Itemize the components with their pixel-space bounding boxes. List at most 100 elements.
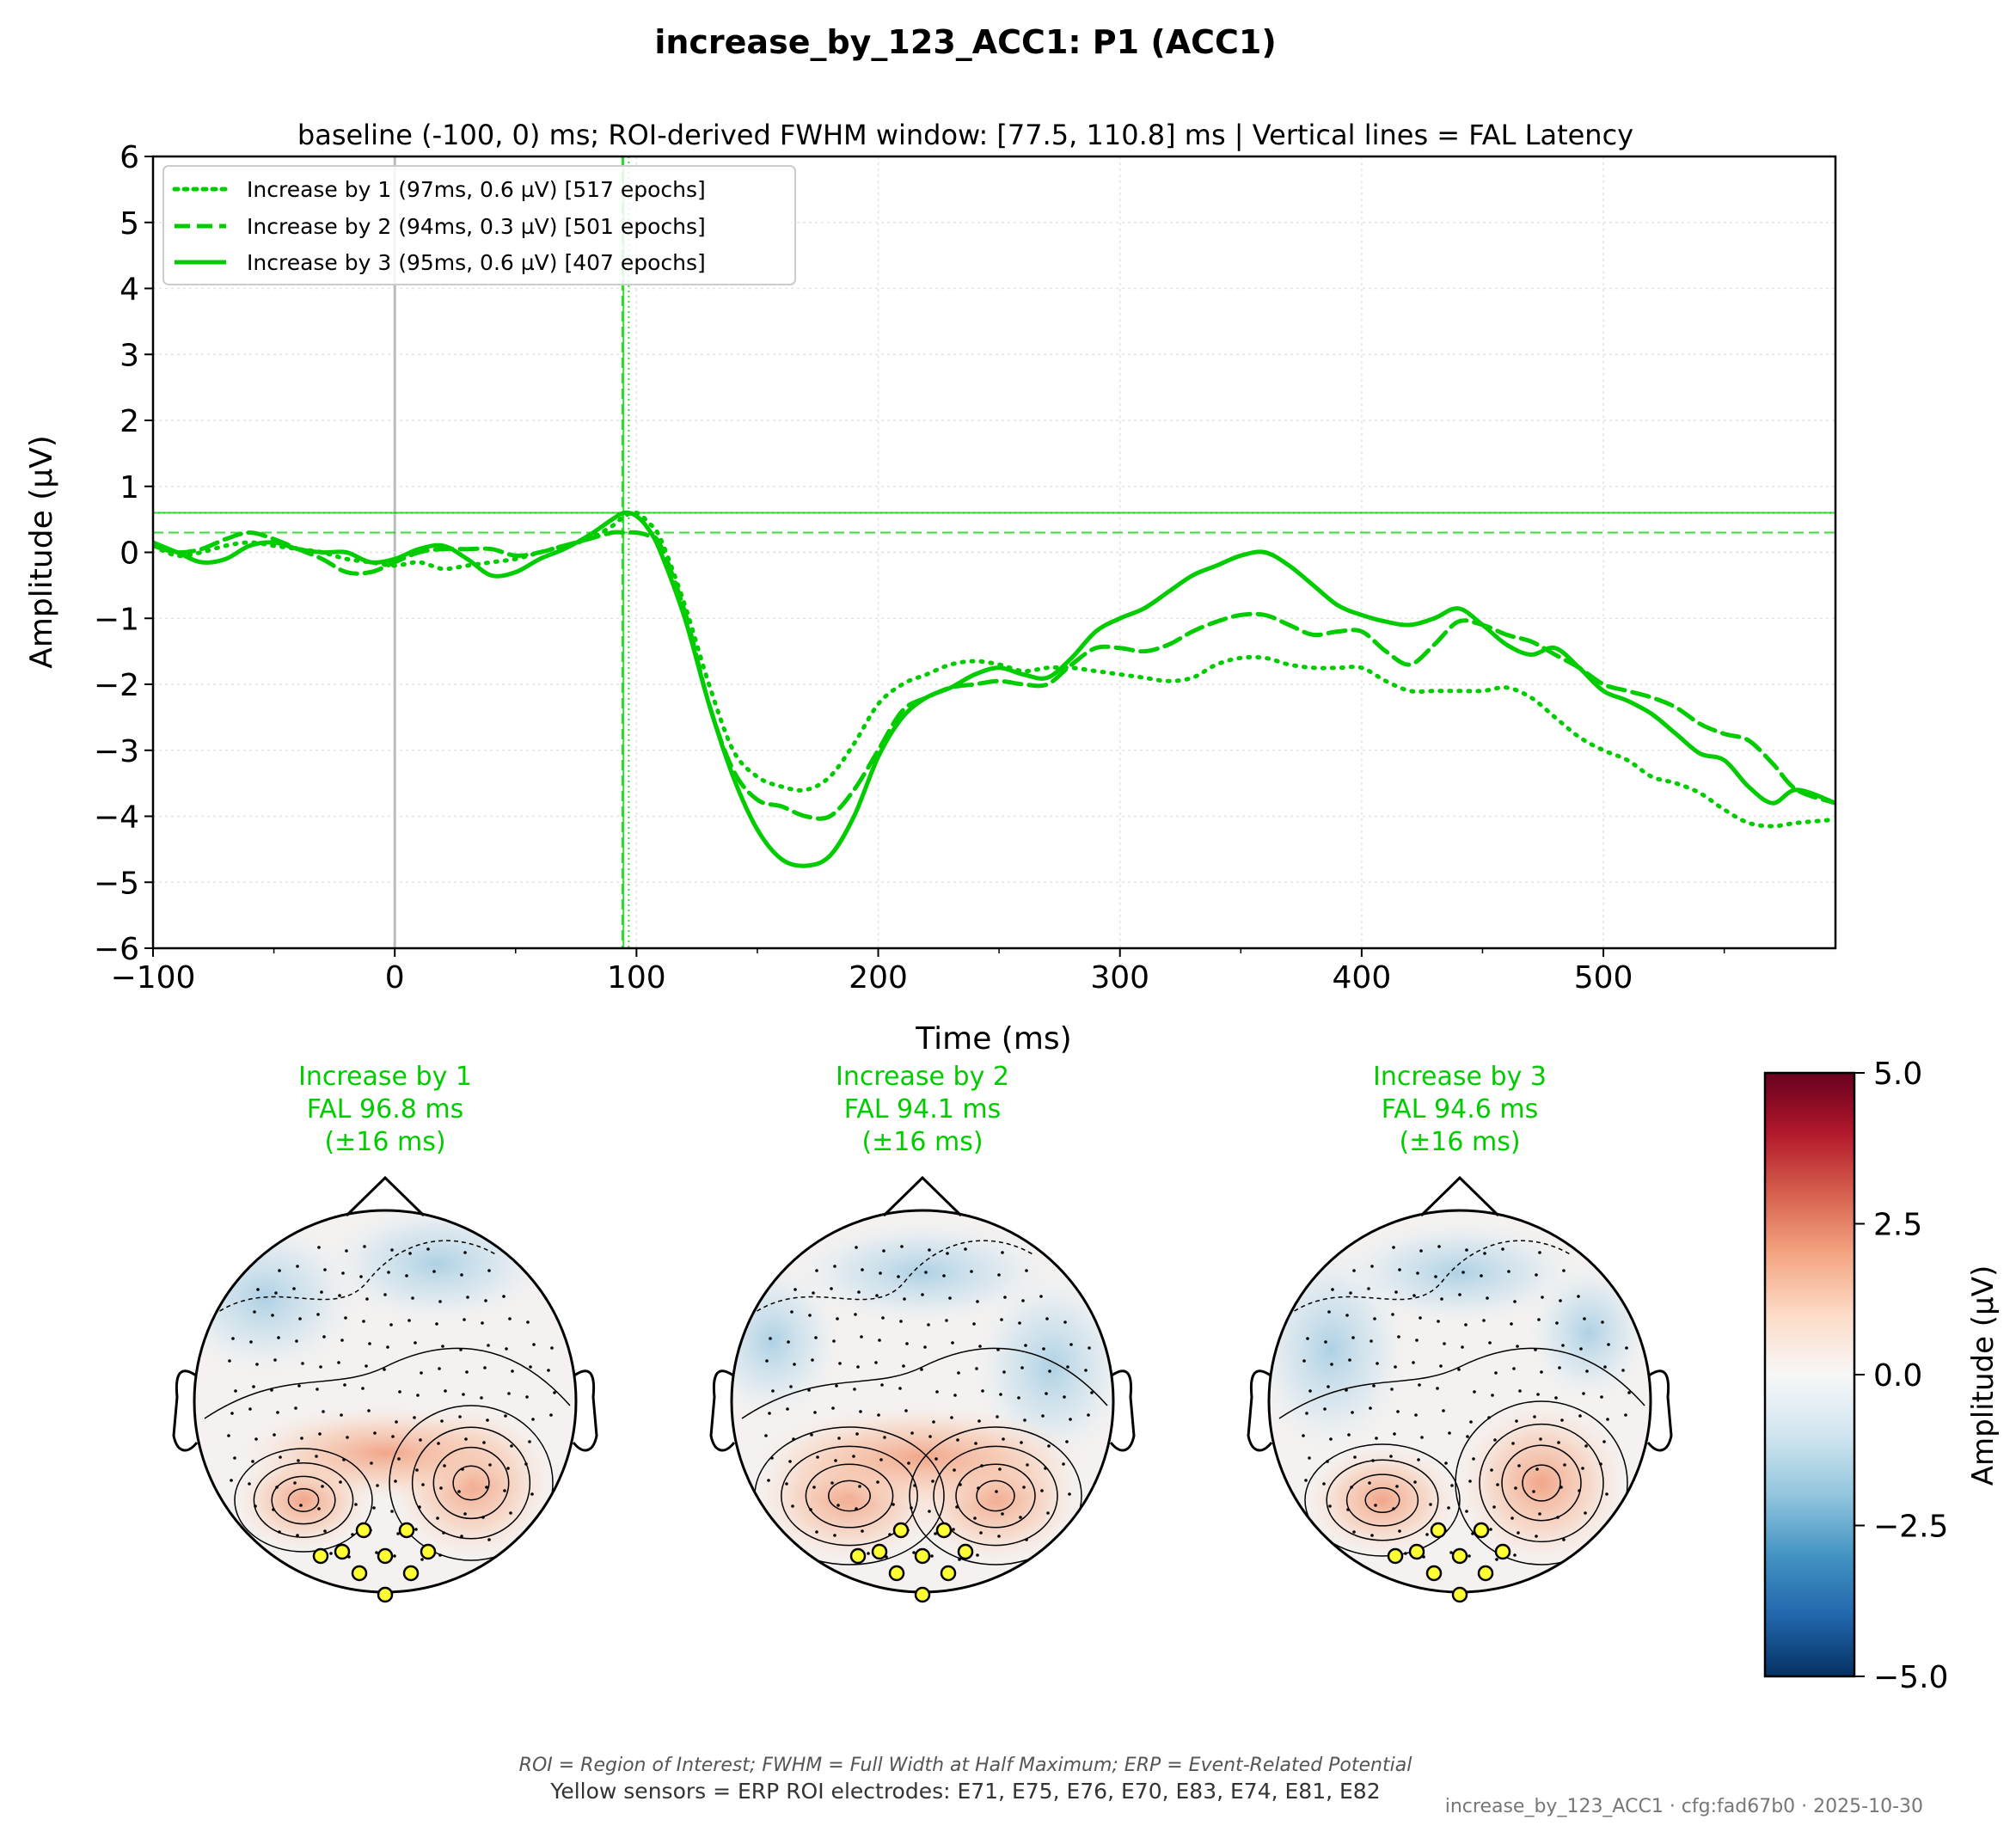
roi-electrode-marker: [377, 1586, 394, 1603]
sensor-dot: [398, 1390, 401, 1394]
sensor-dot: [928, 1248, 931, 1252]
sensor-dot: [390, 1510, 394, 1513]
sensor-dot: [1392, 1246, 1395, 1249]
sensor-dot: [393, 1554, 396, 1558]
sensor-dot: [1350, 1486, 1353, 1489]
sensor-dot: [1047, 1444, 1051, 1448]
sensor-dot: [1349, 1291, 1352, 1295]
colorbar-tick-label: 0.0: [1873, 1358, 1922, 1394]
y-tick-label: 1: [119, 470, 139, 505]
sensor-dot: [487, 1269, 491, 1272]
sensor-dot: [550, 1346, 554, 1350]
sensor-dot: [1450, 1484, 1454, 1487]
sensor-dot: [485, 1486, 488, 1489]
sensor-dot: [1437, 1320, 1440, 1323]
sensor-dot: [1024, 1344, 1027, 1347]
sensor-dot: [1414, 1413, 1418, 1417]
roi-electrode-marker: [1473, 1522, 1490, 1539]
sensor-dot: [1304, 1479, 1308, 1482]
sensor-dot: [438, 1367, 441, 1370]
sensor-dot: [1062, 1462, 1065, 1466]
sensor-dot: [275, 1486, 279, 1489]
sensor-dot: [505, 1347, 508, 1351]
sensor-dot: [317, 1246, 321, 1249]
sensor-dot: [1603, 1365, 1607, 1369]
sensor-dot: [874, 1361, 878, 1364]
sensor-dot: [913, 1484, 916, 1487]
sensor-dot: [1535, 1467, 1539, 1471]
sensor-dot: [809, 1508, 812, 1511]
sensor-dot: [252, 1385, 255, 1388]
roi-electrode-marker: [935, 1522, 953, 1539]
sensor-dot: [768, 1412, 771, 1415]
sensor-dot: [1392, 1507, 1395, 1510]
sensor-dot: [815, 1269, 818, 1272]
sensor-dot: [1558, 1366, 1561, 1369]
topomap-contour: [741, 1347, 1108, 1419]
sensor-dot: [1302, 1434, 1305, 1437]
sensor-dot: [858, 1485, 861, 1488]
sensor-dot: [1000, 1318, 1003, 1321]
sensor-dot: [386, 1345, 389, 1349]
sensor-dot: [276, 1411, 279, 1414]
sensor-dot: [323, 1529, 327, 1533]
sensor-dot: [1444, 1461, 1448, 1465]
roi-electrode-marker: [892, 1522, 910, 1539]
sensor-dot: [1443, 1342, 1446, 1345]
roi-electrode-marker: [420, 1543, 437, 1560]
sensor-dot: [296, 1534, 299, 1537]
sensor-dot: [875, 1294, 879, 1297]
sensor-dot: [830, 1481, 834, 1485]
topomap-contour: [805, 1463, 894, 1529]
sensor-dot: [361, 1387, 365, 1390]
sensor-dot: [1415, 1339, 1419, 1342]
sensor-dot: [876, 1480, 879, 1484]
sensor-dot: [1001, 1251, 1004, 1254]
topomap-contour: [1364, 1486, 1400, 1514]
sensor-dot: [1346, 1508, 1350, 1511]
sensor-dot: [892, 1503, 895, 1506]
sensor-dot: [852, 1455, 855, 1458]
sensor-dot: [1025, 1269, 1028, 1272]
y-tick-label: 0: [119, 536, 139, 572]
sensor-dot: [1087, 1413, 1090, 1417]
sensor-dot: [853, 1388, 856, 1391]
sensor-dot: [338, 1294, 341, 1297]
colorbar-label: Amplitude (µV): [1966, 1265, 2001, 1486]
sensor-dot: [1447, 1506, 1450, 1510]
sensor-dot: [1449, 1551, 1453, 1554]
sensor-dot: [1390, 1388, 1394, 1391]
sensor-dot: [227, 1434, 230, 1437]
sensor-dot: [1041, 1414, 1045, 1418]
roi-electrode-marker: [1387, 1547, 1404, 1565]
sensor-dot: [957, 1371, 960, 1375]
sensor-dot: [1327, 1385, 1330, 1388]
topomap-2-title-line2: FAL 94.1 ms: [844, 1094, 1001, 1124]
colorbar-gradient: [1763, 1071, 1856, 1678]
sensor-dot: [231, 1337, 235, 1340]
topomap-3-title-line1: Increase by 3: [1373, 1062, 1547, 1092]
sensor-dot: [1464, 1323, 1468, 1326]
sensor-dot: [812, 1291, 815, 1295]
sensor-dot: [883, 1436, 886, 1439]
sensor-dot: [924, 1271, 928, 1274]
sensor-dot: [953, 1394, 957, 1397]
topomap-3-title-line3: (±16 ms): [1399, 1127, 1520, 1157]
sensor-dot: [1513, 1300, 1517, 1303]
sensor-dot: [411, 1296, 414, 1300]
sensor-dot: [1535, 1273, 1538, 1277]
sensor-dot: [1323, 1407, 1327, 1411]
sensor-dot: [319, 1365, 322, 1369]
sensor-dot: [935, 1390, 939, 1394]
sensor-dot: [1324, 1340, 1327, 1344]
series-line-1: [153, 510, 1835, 829]
sensor-dot: [1020, 1366, 1024, 1369]
sensor-dot: [390, 1248, 394, 1252]
sensor-dot: [927, 1323, 930, 1326]
sensor-dot: [808, 1314, 812, 1317]
sensor-dot: [920, 1368, 923, 1371]
sensor-dot: [977, 1419, 981, 1423]
sensor-dot: [344, 1316, 347, 1320]
sensor-dot: [1308, 1389, 1312, 1393]
sensor-dot: [975, 1367, 978, 1370]
